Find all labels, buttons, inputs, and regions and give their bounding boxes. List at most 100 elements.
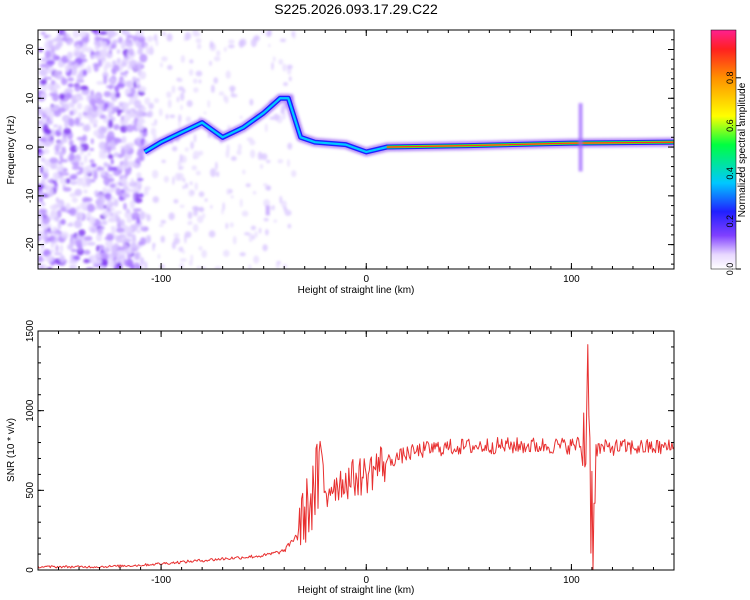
noise-speck [249, 98, 254, 106]
noise-speck [116, 216, 121, 225]
noise-speck [280, 109, 285, 115]
noise-speck [112, 64, 120, 72]
noise-speck [189, 181, 193, 186]
noise-speck [48, 39, 54, 48]
noise-speck [40, 92, 44, 100]
noise-speck [59, 149, 64, 157]
noise-speck [263, 217, 269, 222]
noise-speck [248, 238, 253, 242]
noise-speck [99, 114, 107, 119]
noise-speck [216, 50, 221, 57]
noise-speck [74, 84, 81, 92]
noise-speck [140, 257, 145, 266]
noise-speck [242, 169, 246, 175]
noise-speck [68, 139, 74, 147]
noise-speck [98, 141, 107, 150]
noise-speck [281, 200, 287, 208]
noise-speck [38, 106, 43, 115]
x-tick-label: 0 [363, 575, 369, 586]
noise-speck [39, 266, 45, 269]
noise-speck [80, 122, 84, 126]
noise-speck [100, 40, 108, 49]
noise-speck [177, 160, 182, 168]
noise-speck [90, 227, 96, 233]
noise-speck [113, 124, 120, 130]
noise-speck [86, 203, 95, 213]
noise-speck [113, 198, 119, 207]
noise-speck [60, 231, 69, 239]
noise-speck [136, 177, 144, 182]
noise-speck [155, 39, 159, 47]
noise-speck [41, 242, 45, 250]
noise-speck [167, 64, 173, 71]
noise-speck [110, 251, 119, 258]
noise-speck [287, 223, 292, 229]
noise-speck [196, 215, 204, 224]
noise-speck [106, 199, 111, 206]
noise-speck [139, 71, 147, 80]
noise-speck [179, 92, 185, 101]
noise-speck [83, 189, 88, 194]
noise-speck [43, 34, 49, 39]
noise-speck [40, 165, 44, 174]
noise-speck [42, 85, 47, 93]
noise-speck [72, 30, 80, 39]
noise-speck [38, 48, 43, 53]
noise-speck [45, 188, 54, 196]
noise-speck [177, 86, 185, 91]
noise-speck [90, 163, 97, 168]
noise-speck [95, 233, 102, 242]
noise-speck [138, 193, 145, 198]
noise-speck [61, 57, 69, 64]
y-tick-label: 500 [25, 482, 36, 499]
noise-speck [93, 40, 100, 46]
noise-speck [267, 30, 272, 37]
noise-speck [105, 239, 114, 249]
noise-speck [269, 206, 274, 211]
noise-speck [123, 153, 133, 160]
noise-speck [230, 156, 237, 161]
noise-speck [231, 87, 234, 96]
noise-speck [100, 50, 107, 58]
noise-speck [83, 249, 91, 255]
noise-speck [124, 210, 133, 219]
noise-speck [103, 75, 108, 85]
noise-speck [80, 143, 89, 152]
noise-speck [166, 91, 172, 99]
noise-speck [78, 30, 88, 38]
noise-speck [68, 260, 75, 265]
noise-speck [123, 238, 132, 243]
noise-speck [84, 241, 88, 246]
noise-speck [66, 33, 71, 39]
noise-speck [51, 209, 57, 217]
noise-speck [134, 251, 141, 261]
noise-speck [208, 230, 216, 238]
noise-speck [131, 76, 137, 83]
noise-speck [105, 188, 115, 193]
noise-speck [83, 115, 92, 119]
noise-speck [49, 204, 58, 210]
noise-speck [122, 103, 129, 113]
snr-series-line [38, 344, 674, 570]
noise-speck [120, 124, 128, 133]
noise-speck [115, 187, 122, 196]
noise-speck [71, 165, 81, 170]
spectral-ridge [142, 93, 674, 216]
noise-speck [127, 246, 132, 254]
noise-speck [55, 34, 62, 43]
noise-speck [209, 60, 212, 66]
noise-speck [171, 146, 178, 152]
noise-speck [190, 254, 194, 263]
x-tick-label: -100 [151, 274, 171, 285]
noise-speck [44, 249, 51, 256]
noise-speck [123, 157, 129, 167]
noise-speck [44, 226, 49, 230]
noise-speck [252, 235, 255, 240]
noise-speck [135, 157, 141, 165]
noise-speck [136, 172, 142, 179]
y-tick-label: -10 [25, 188, 36, 203]
noise-speck [136, 136, 141, 146]
noise-speck [118, 101, 124, 108]
noise-speck [109, 207, 116, 211]
noise-speck [184, 231, 192, 238]
